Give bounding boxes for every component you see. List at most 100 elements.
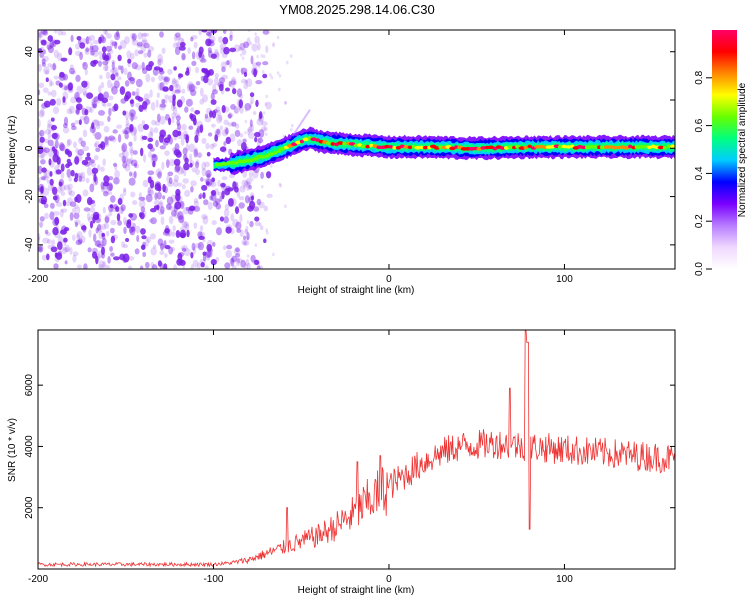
noise-point bbox=[228, 112, 233, 119]
noise-point bbox=[130, 191, 136, 198]
noise-point bbox=[86, 166, 92, 176]
noise-point bbox=[123, 187, 127, 193]
noise-point bbox=[109, 246, 113, 252]
noise-point bbox=[269, 73, 272, 77]
noise-point bbox=[52, 227, 59, 236]
noise-point bbox=[151, 154, 158, 163]
noise-point bbox=[183, 162, 190, 171]
noise-point bbox=[243, 235, 247, 241]
noise-point bbox=[173, 174, 179, 183]
noise-point bbox=[93, 154, 99, 161]
noise-point bbox=[43, 171, 47, 178]
signal-peak bbox=[623, 146, 630, 150]
noise-point bbox=[193, 246, 197, 255]
noise-point bbox=[109, 68, 117, 74]
noise-point bbox=[233, 44, 241, 53]
noise-point bbox=[181, 88, 186, 94]
noise-point bbox=[192, 259, 199, 268]
noise-point bbox=[57, 160, 61, 168]
noise-point bbox=[153, 66, 161, 71]
noise-point bbox=[157, 209, 165, 216]
noise-point bbox=[85, 36, 90, 45]
noise-point bbox=[114, 32, 121, 41]
noise-point bbox=[223, 216, 230, 224]
noise-point bbox=[200, 75, 205, 82]
noise-point bbox=[168, 215, 174, 225]
noise-point bbox=[58, 82, 63, 88]
noise-point bbox=[262, 73, 268, 79]
noise-point bbox=[82, 62, 86, 67]
noise-point bbox=[118, 65, 122, 70]
noise-point bbox=[243, 180, 251, 188]
noise-point bbox=[94, 132, 102, 140]
noise-point bbox=[263, 238, 267, 244]
noise-point bbox=[246, 220, 250, 224]
noise-point bbox=[238, 47, 243, 52]
noise-point bbox=[74, 156, 80, 165]
signal-peak bbox=[403, 145, 410, 149]
noise-point bbox=[185, 134, 189, 144]
noise-point bbox=[47, 139, 54, 146]
noise-point bbox=[101, 233, 106, 240]
noise-point bbox=[237, 257, 243, 263]
noise-point bbox=[49, 39, 55, 48]
noise-point bbox=[171, 79, 177, 88]
noise-point bbox=[203, 178, 210, 183]
noise-point bbox=[155, 139, 159, 148]
noise-point bbox=[218, 83, 224, 92]
noise-point bbox=[200, 58, 207, 63]
noise-point bbox=[132, 91, 139, 97]
noise-point bbox=[164, 245, 171, 250]
chart-title: YM08.2025.298.14.06.C30 bbox=[279, 2, 434, 17]
noise-point bbox=[114, 170, 120, 179]
noise-point bbox=[84, 80, 90, 90]
noise-point bbox=[200, 262, 205, 268]
noise-point bbox=[123, 216, 127, 225]
noise-point bbox=[159, 102, 166, 111]
noise-point bbox=[239, 42, 246, 50]
noise-point bbox=[113, 177, 120, 185]
signal-peak bbox=[422, 145, 429, 150]
noise-point bbox=[131, 33, 137, 41]
signal-peak bbox=[527, 144, 532, 149]
noise-point bbox=[104, 136, 109, 146]
noise-point bbox=[164, 253, 168, 258]
noise-point bbox=[222, 36, 229, 45]
noise-point bbox=[244, 195, 250, 204]
noise-point bbox=[38, 110, 45, 118]
noise-point bbox=[38, 235, 41, 245]
noise-point bbox=[228, 80, 232, 87]
noise-point bbox=[129, 171, 133, 177]
noise-point bbox=[205, 142, 210, 150]
noise-point bbox=[233, 248, 241, 255]
noise-point bbox=[205, 254, 211, 261]
noise-point bbox=[229, 133, 236, 143]
noise-point bbox=[239, 213, 243, 223]
noise-point bbox=[64, 260, 68, 265]
noise-point bbox=[190, 264, 194, 269]
noise-point bbox=[110, 227, 115, 234]
noise-point bbox=[60, 57, 68, 62]
noise-point bbox=[234, 107, 239, 114]
signal-peak bbox=[657, 145, 665, 150]
noise-point bbox=[150, 76, 155, 83]
snr-panel: -200 -100 0 100 2000 4000 6000 Height of strai… bbox=[7, 329, 676, 596]
noise-point bbox=[190, 107, 195, 112]
noise-point bbox=[166, 159, 170, 168]
noise-point bbox=[222, 106, 230, 113]
noise-point bbox=[121, 156, 127, 163]
noise-point bbox=[46, 123, 54, 132]
noise-point bbox=[249, 124, 255, 133]
noise-point bbox=[130, 32, 135, 39]
noise-point bbox=[68, 190, 75, 197]
snr-x-tick-label: 0 bbox=[386, 574, 392, 585]
noise-point bbox=[246, 262, 251, 269]
noise-point bbox=[221, 176, 228, 181]
noise-point bbox=[111, 76, 117, 81]
noise-point bbox=[235, 247, 240, 253]
noise-point bbox=[143, 124, 149, 130]
noise-point bbox=[98, 231, 104, 240]
noise-point bbox=[243, 71, 248, 78]
noise-point bbox=[168, 159, 176, 167]
noise-point bbox=[177, 73, 182, 80]
